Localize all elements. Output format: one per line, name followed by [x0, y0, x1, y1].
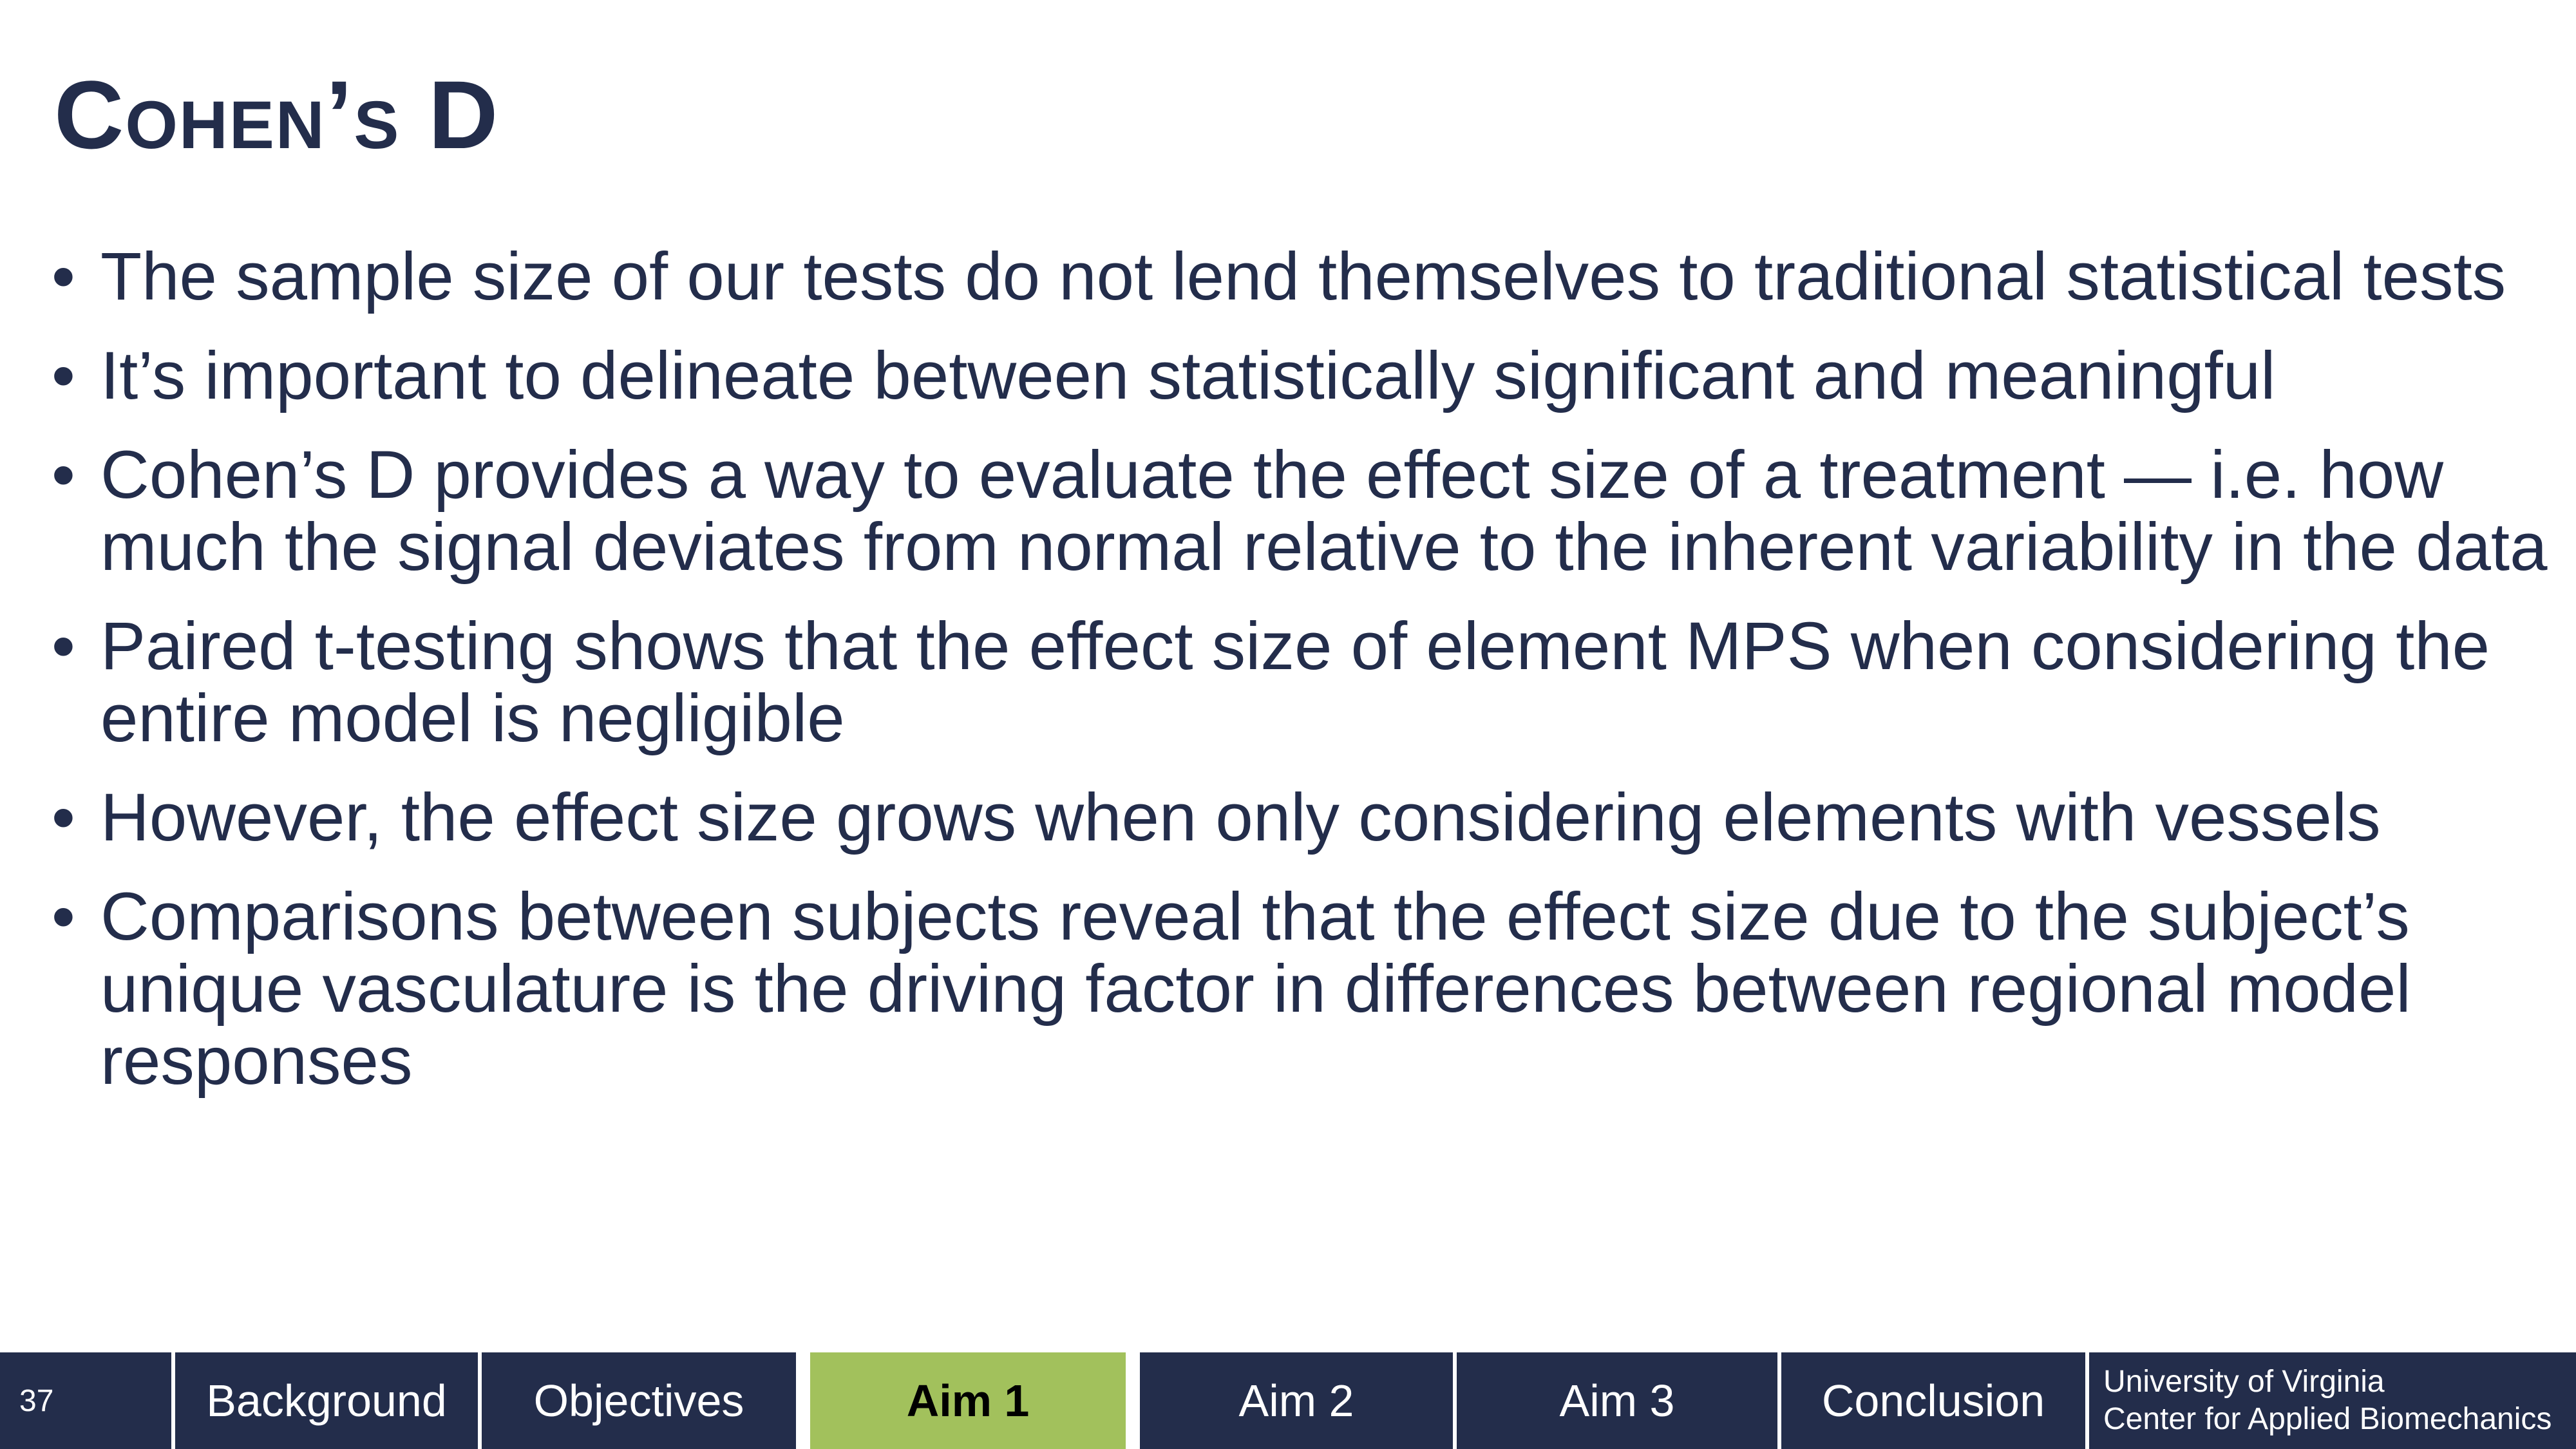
tab-aim-3[interactable]: Aim 3 [1457, 1352, 1781, 1449]
bullet-item: • The sample size of our tests do not le… [52, 241, 2550, 313]
bullet-text: The sample size of our tests do not lend… [100, 239, 2506, 314]
slide-title: Cohen’s D [54, 61, 500, 169]
bullet-text: Comparisons between subjects reveal that… [100, 879, 2411, 1099]
bullet-dot: • [52, 879, 75, 954]
bullet-dot: • [52, 239, 75, 314]
bullet-text: Paired t-testing shows that the effect s… [100, 609, 2490, 756]
tab-objectives[interactable]: Objectives [482, 1352, 800, 1449]
tab-conclusion[interactable]: Conclusion [1781, 1352, 2089, 1449]
organization-label: University of Virginia Center for Applie… [2089, 1352, 2576, 1449]
bullet-item: • Cohen’s D provides a way to evaluate t… [52, 439, 2550, 583]
bullet-dot: • [52, 780, 75, 855]
bullet-item: • It’s important to delineate between st… [52, 340, 2550, 412]
org-line-center: Center for Applied Biomechanics [2103, 1402, 2552, 1436]
org-line-university: University of Virginia [2103, 1365, 2385, 1399]
bullet-dot: • [52, 609, 75, 684]
tab-aim-2[interactable]: Aim 2 [1140, 1352, 1457, 1449]
bullet-text: It’s important to delineate between stat… [100, 338, 2276, 413]
footer-nav-bar: 37 Background Objectives Aim 1 Aim 2 Aim… [0, 1352, 2576, 1449]
bullet-dot: • [52, 338, 75, 413]
bullet-item: • Paired t-testing shows that the effect… [52, 611, 2550, 755]
tab-background[interactable]: Background [175, 1352, 482, 1449]
bullet-text: However, the effect size grows when only… [100, 780, 2381, 855]
tab-aim-1[interactable]: Aim 1 [800, 1352, 1140, 1449]
bullet-dot: • [52, 437, 75, 513]
bullet-text: Cohen’s D provides a way to evaluate the… [100, 437, 2548, 585]
bullet-item: • However, the effect size grows when on… [52, 782, 2550, 854]
page-number: 37 [0, 1352, 175, 1449]
bullet-item: • Comparisons between subjects reveal th… [52, 881, 2550, 1097]
bullet-list: • The sample size of our tests do not le… [52, 241, 2550, 1124]
